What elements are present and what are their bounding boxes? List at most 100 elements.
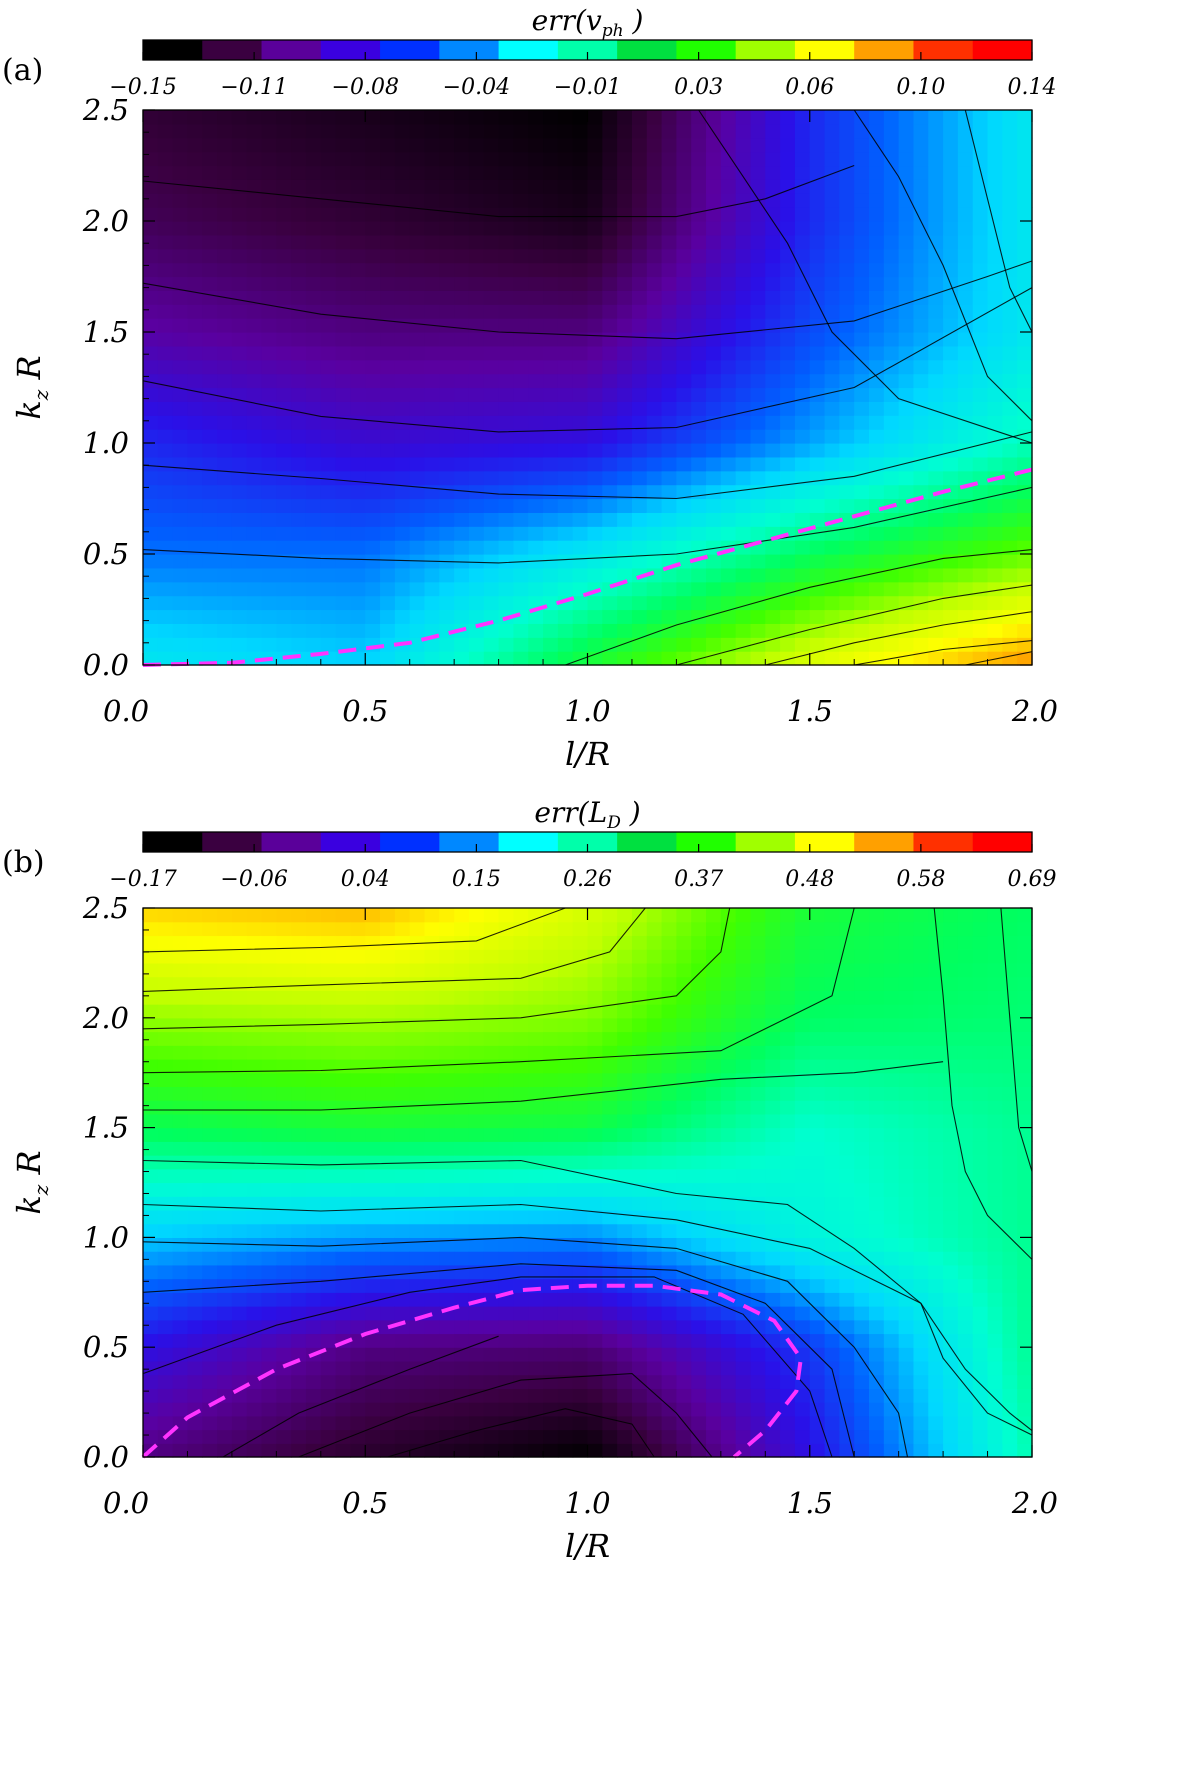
heatmap-cell xyxy=(157,1388,174,1403)
heatmap-cell xyxy=(394,949,411,964)
heatmap-cell xyxy=(661,921,677,937)
heatmap-cell xyxy=(380,304,396,319)
heatmap-cell xyxy=(1002,304,1018,319)
heatmap-cell xyxy=(143,526,159,541)
heatmap-cell xyxy=(794,193,811,208)
heatmap-cell xyxy=(143,554,159,569)
heatmap-cell xyxy=(365,110,381,125)
heatmap-cell xyxy=(468,581,485,597)
heatmap-cell xyxy=(291,1141,307,1156)
heatmap-cell xyxy=(335,193,352,208)
heatmap-cell xyxy=(720,179,737,194)
heatmap-cell xyxy=(513,290,529,305)
heatmap-cell xyxy=(409,387,426,402)
heatmap-cell xyxy=(483,1251,500,1266)
heatmap-cell xyxy=(187,990,203,1005)
heatmap-cell xyxy=(839,221,855,236)
heatmap-cell xyxy=(424,332,440,347)
heatmap-cell xyxy=(143,1100,159,1115)
heatmap-cell xyxy=(513,1333,529,1348)
heatmap-cell xyxy=(780,1360,796,1376)
heatmap-cell xyxy=(706,345,722,361)
heatmap-cell xyxy=(335,1017,352,1033)
heatmap-cell xyxy=(839,401,855,416)
heatmap-cell xyxy=(380,567,396,583)
heatmap-cell xyxy=(246,1004,263,1019)
heatmap-cell xyxy=(380,137,396,153)
heatmap-cell xyxy=(913,949,929,964)
heatmap-cell xyxy=(468,526,485,541)
heatmap-cell xyxy=(957,908,974,923)
heatmap-cell xyxy=(839,1113,855,1129)
heatmap-cell xyxy=(172,1072,189,1088)
heatmap-cell xyxy=(350,345,366,361)
heatmap-cell xyxy=(157,248,174,264)
heatmap-cell xyxy=(957,387,974,402)
heatmap-cell xyxy=(735,443,752,458)
heatmap-cell xyxy=(587,567,603,583)
heatmap-cell xyxy=(202,373,218,389)
heatmap-cell xyxy=(987,318,1003,333)
heatmap-cell xyxy=(320,415,337,430)
heatmap-cell xyxy=(646,1319,663,1335)
heatmap-cell xyxy=(987,1319,1003,1335)
heatmap-cell xyxy=(631,1360,648,1376)
heatmap-cell xyxy=(394,1402,411,1417)
heatmap-cell xyxy=(780,1237,796,1252)
heatmap-cell xyxy=(468,1360,485,1376)
heatmap-cell xyxy=(839,1196,855,1211)
heatmap-cell xyxy=(246,443,263,458)
heatmap-cell xyxy=(439,595,455,611)
heatmap-cell xyxy=(143,935,159,950)
heatmap-cell xyxy=(305,443,322,458)
heatmap-cell xyxy=(957,1045,974,1060)
heatmap-cell xyxy=(157,1264,174,1280)
heatmap-cell xyxy=(424,1237,440,1252)
heatmap-cell xyxy=(824,962,840,978)
heatmap-cell xyxy=(246,262,263,278)
heatmap-cell xyxy=(587,1264,603,1280)
heatmap-cell xyxy=(928,1306,944,1321)
heatmap-cell xyxy=(824,456,840,472)
heatmap-cell xyxy=(720,1086,737,1101)
heatmap-cell xyxy=(809,415,826,430)
heatmap-cell xyxy=(291,318,307,333)
heatmap-cell xyxy=(943,1388,959,1403)
heatmap-cell xyxy=(320,123,337,139)
heatmap-cell xyxy=(572,1374,589,1389)
heatmap-cell xyxy=(557,1292,574,1307)
heatmap-cell xyxy=(187,318,203,333)
heatmap-cell xyxy=(454,1113,470,1129)
heatmap-cell xyxy=(646,595,663,611)
heatmap-cell xyxy=(706,1086,722,1101)
heatmap-cell xyxy=(350,908,366,923)
heatmap-cell xyxy=(291,1223,307,1238)
heatmap-cell xyxy=(676,1058,692,1074)
heatmap-cell xyxy=(691,1292,707,1307)
heatmap-cell xyxy=(587,151,603,167)
heatmap-cell xyxy=(365,179,381,194)
heatmap-cell xyxy=(691,1388,707,1403)
heatmap-cell xyxy=(824,1264,840,1280)
heatmap-cell xyxy=(972,1100,989,1115)
heatmap-cell xyxy=(750,651,766,666)
heatmap-cell xyxy=(172,962,189,978)
heatmap-cell xyxy=(1002,1196,1018,1211)
heatmap-cell xyxy=(913,567,929,583)
heatmap-cell xyxy=(454,1443,470,1458)
heatmap-cell xyxy=(720,110,737,125)
heatmap-cell xyxy=(706,1196,722,1211)
heatmap-cell xyxy=(765,1100,781,1115)
heatmap-cell xyxy=(854,1155,870,1170)
heatmap-cell xyxy=(854,123,870,139)
heatmap-cell xyxy=(572,921,589,937)
heatmap-cell xyxy=(883,1415,900,1431)
heatmap-cell xyxy=(217,1374,233,1389)
heatmap-cell xyxy=(320,949,337,964)
heatmap-cell xyxy=(513,1319,529,1335)
heatmap-cell xyxy=(854,1182,870,1197)
heatmap-cell xyxy=(943,1223,959,1238)
heatmap-cell xyxy=(735,248,752,264)
heatmap-cell xyxy=(1002,581,1018,597)
heatmap-cell xyxy=(750,1058,766,1074)
